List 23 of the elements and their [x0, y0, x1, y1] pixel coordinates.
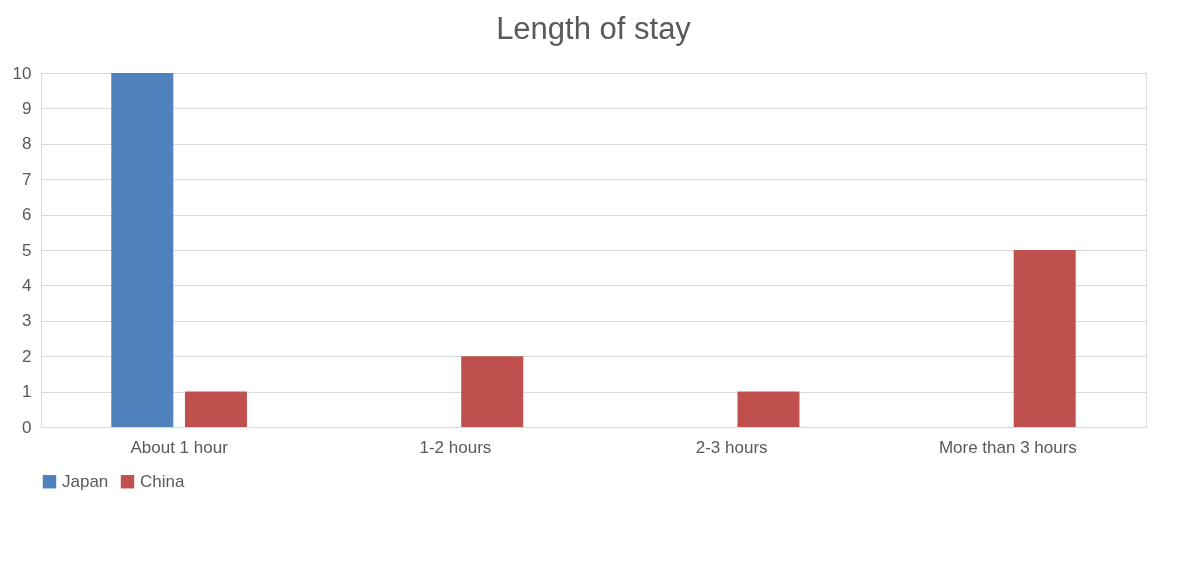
bar	[111, 73, 174, 427]
y-tick-label: 7	[22, 169, 32, 189]
y-tick-label: 1	[22, 382, 32, 402]
y-tick-label: 6	[22, 205, 32, 225]
y-tick-label: 10	[12, 63, 32, 83]
y-tick-label: 2	[22, 346, 32, 366]
chart-title: Length of stay	[496, 11, 692, 46]
x-tick-label: 1-2 hours	[419, 437, 492, 457]
bar	[737, 391, 800, 427]
bar	[1013, 250, 1076, 427]
bar	[461, 356, 524, 427]
y-tick-label: 8	[22, 134, 32, 154]
y-tick-label: 5	[22, 240, 32, 260]
y-tick-label: 9	[22, 98, 32, 118]
x-tick-label: More than 3 hours	[938, 437, 1077, 457]
legend-label: China	[140, 471, 185, 491]
x-tick-label: 2-3 hours	[695, 437, 768, 457]
y-tick-label: 3	[22, 311, 32, 331]
bar	[184, 391, 247, 427]
legend-label: Japan	[62, 471, 109, 491]
y-tick-label: 4	[22, 275, 32, 295]
y-tick-label: 0	[22, 417, 32, 437]
x-tick-label: About 1 hour	[130, 437, 229, 457]
